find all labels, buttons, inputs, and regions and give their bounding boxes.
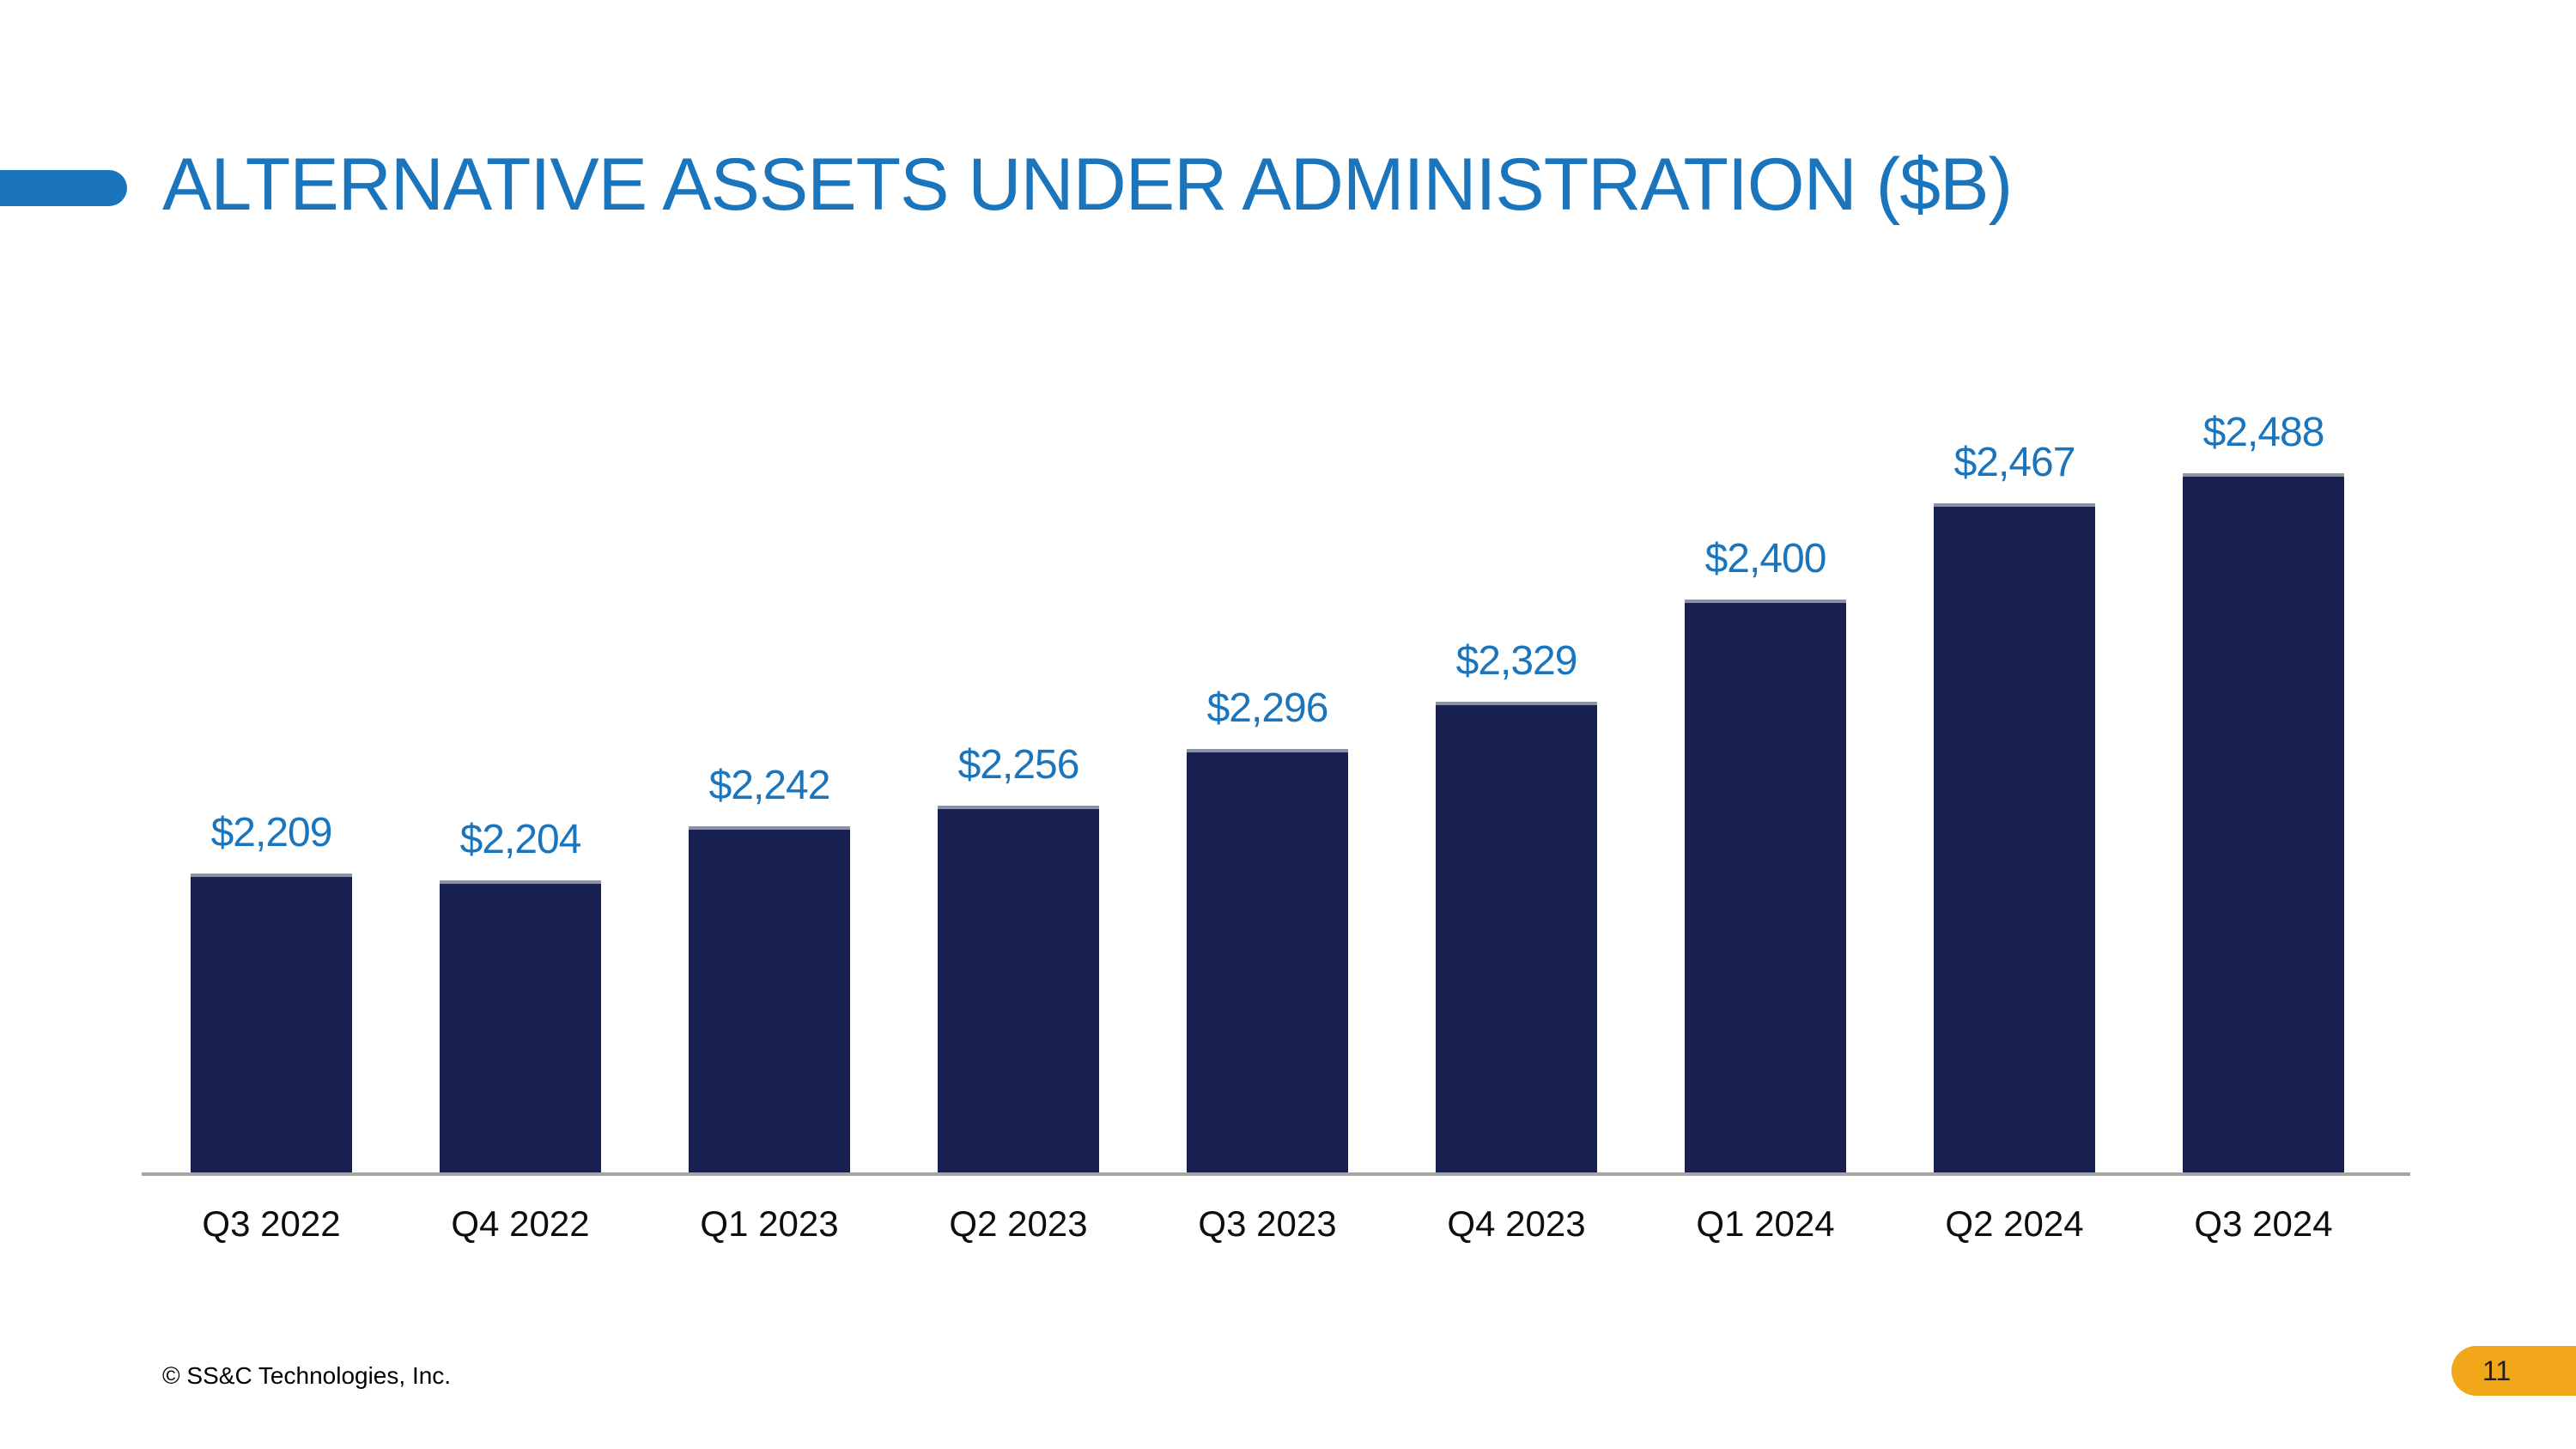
bar <box>2183 473 2344 1172</box>
x-tick-label: Q2 2024 <box>1945 1203 2084 1244</box>
x-tick-label: Q3 2022 <box>202 1203 341 1244</box>
bar <box>1436 701 1597 1172</box>
bar-value-label: $2,400 <box>1704 536 1827 582</box>
bar <box>1934 503 2095 1172</box>
page-number-badge: 11 <box>2451 1346 2576 1396</box>
x-tick-label: Q1 2023 <box>700 1203 839 1244</box>
bar-value-label: $2,209 <box>210 809 333 855</box>
x-tick-label: Q4 2023 <box>1447 1203 1586 1244</box>
bar-column: $2,467 Q2 2024 <box>1934 385 2095 1244</box>
bar-value-label: $2,467 <box>1953 440 2076 486</box>
bar-chart: $2,209 Q3 2022 $2,204 Q4 2022 $2,242 Q1 2023 $… <box>191 385 2344 1244</box>
bar-column: $2,209 Q3 2022 <box>191 385 352 1244</box>
title-accent-bar <box>0 170 127 206</box>
bar-value-label: $2,242 <box>708 762 831 808</box>
x-axis-line <box>142 1172 2410 1176</box>
bar <box>440 880 601 1172</box>
bar-column: $2,204 Q4 2022 <box>440 385 601 1244</box>
x-tick-label: Q4 2022 <box>451 1203 590 1244</box>
x-tick-label: Q2 2023 <box>949 1203 1088 1244</box>
bar <box>938 806 1099 1172</box>
footer-copyright: © SS&C Technologies, Inc. <box>162 1362 452 1389</box>
bar-column: $2,400 Q1 2024 <box>1685 385 1846 1244</box>
bar-value-label: $2,204 <box>459 816 582 862</box>
bar <box>191 873 352 1172</box>
x-tick-label: Q3 2023 <box>1198 1203 1337 1244</box>
bar-column: $2,256 Q2 2023 <box>938 385 1099 1244</box>
bar <box>1187 748 1348 1172</box>
bar-column: $2,488 Q3 2024 <box>2183 385 2344 1244</box>
bar-value-label: $2,256 <box>957 742 1080 788</box>
bar-column: $2,296 Q3 2023 <box>1187 385 1348 1244</box>
bar-column: $2,242 Q1 2023 <box>689 385 850 1244</box>
page-title: ALTERNATIVE ASSETS UNDER ADMINISTRATION … <box>162 143 2013 226</box>
x-tick-label: Q1 2024 <box>1696 1203 1835 1244</box>
bar-column: $2,329 Q4 2023 <box>1436 385 1597 1244</box>
bar <box>689 825 850 1172</box>
bar <box>1685 600 1846 1172</box>
x-tick-label: Q3 2024 <box>2194 1203 2333 1244</box>
bar-value-label: $2,488 <box>2202 410 2325 456</box>
bar-value-label: $2,329 <box>1455 637 1578 684</box>
bar-value-label: $2,296 <box>1206 685 1329 731</box>
